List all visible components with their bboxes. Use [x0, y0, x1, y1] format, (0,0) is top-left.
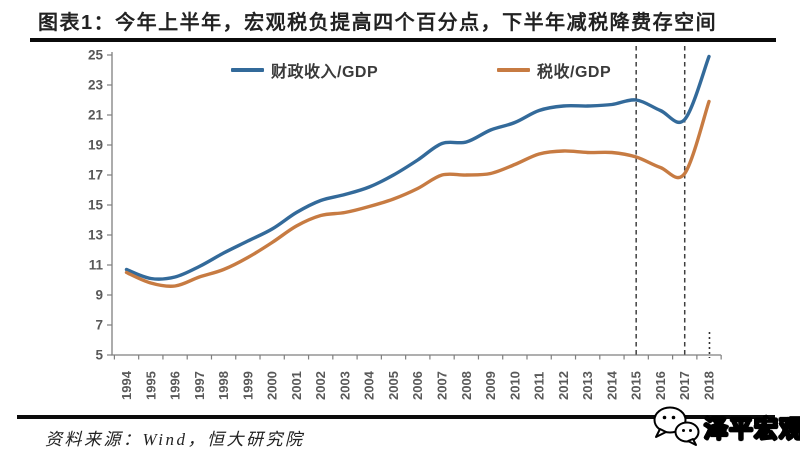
svg-text:2004: 2004 — [362, 370, 377, 400]
svg-text:2008: 2008 — [459, 371, 474, 400]
svg-text:2012: 2012 — [556, 371, 571, 400]
title-divider — [30, 38, 776, 42]
brand-logo: 泽平宏观 — [650, 400, 800, 452]
footer-divider — [17, 415, 775, 419]
svg-text:2001: 2001 — [289, 371, 304, 400]
svg-text:2011: 2011 — [532, 372, 547, 400]
svg-text:5: 5 — [95, 348, 103, 363]
chart-title: 图表1：今年上半年，宏观税负提高四个百分点，下半年减税降费存空间 — [38, 12, 718, 34]
svg-text:2005: 2005 — [386, 371, 401, 400]
svg-text:2016: 2016 — [653, 371, 668, 400]
svg-text:1999: 1999 — [240, 371, 255, 400]
legend-label-tax: 税收/GDP — [537, 64, 612, 81]
svg-text:2014: 2014 — [604, 370, 619, 400]
svg-text:2018: 2018 — [701, 371, 716, 400]
tax-line-swatch — [497, 68, 530, 72]
svg-text:2003: 2003 — [337, 371, 352, 400]
svg-text:2010: 2010 — [507, 371, 522, 400]
svg-text:2002: 2002 — [313, 371, 328, 400]
svg-text:2000: 2000 — [265, 371, 280, 400]
svg-text:2009: 2009 — [483, 371, 498, 400]
svg-text:2017: 2017 — [677, 371, 692, 400]
source-note: 资料来源：Wind，恒大研究院 — [45, 430, 305, 449]
svg-text:21: 21 — [88, 108, 104, 123]
brand-name: 泽平宏观 — [703, 415, 800, 443]
svg-text:2015: 2015 — [629, 371, 644, 400]
chart-legend: 财政收入/GDP 税收/GDP — [0, 61, 800, 81]
svg-text:7: 7 — [95, 318, 103, 333]
wechat-bubbles-icon — [653, 406, 700, 446]
svg-text:1998: 1998 — [216, 371, 231, 400]
svg-text:1995: 1995 — [143, 371, 158, 400]
fiscal-line-swatch — [231, 68, 264, 72]
svg-text:9: 9 — [95, 288, 103, 303]
legend-label-fiscal: 财政收入/GDP — [271, 64, 379, 81]
svg-text:2006: 2006 — [410, 371, 425, 400]
svg-text:25: 25 — [88, 48, 104, 63]
legend-item-fiscal: 财政收入/GDP — [231, 61, 379, 81]
legend-item-tax: 税收/GDP — [497, 61, 612, 81]
svg-text:2013: 2013 — [580, 371, 595, 400]
svg-text:15: 15 — [88, 198, 104, 213]
svg-text:1996: 1996 — [168, 371, 183, 400]
svg-text:1994: 1994 — [119, 370, 134, 400]
svg-text:17: 17 — [88, 168, 103, 183]
svg-text:23: 23 — [88, 78, 104, 93]
svg-text:19: 19 — [88, 138, 103, 153]
svg-text:13: 13 — [88, 228, 104, 243]
svg-text:1997: 1997 — [192, 371, 207, 400]
svg-text:2007: 2007 — [435, 371, 450, 400]
svg-text:11: 11 — [89, 258, 104, 273]
